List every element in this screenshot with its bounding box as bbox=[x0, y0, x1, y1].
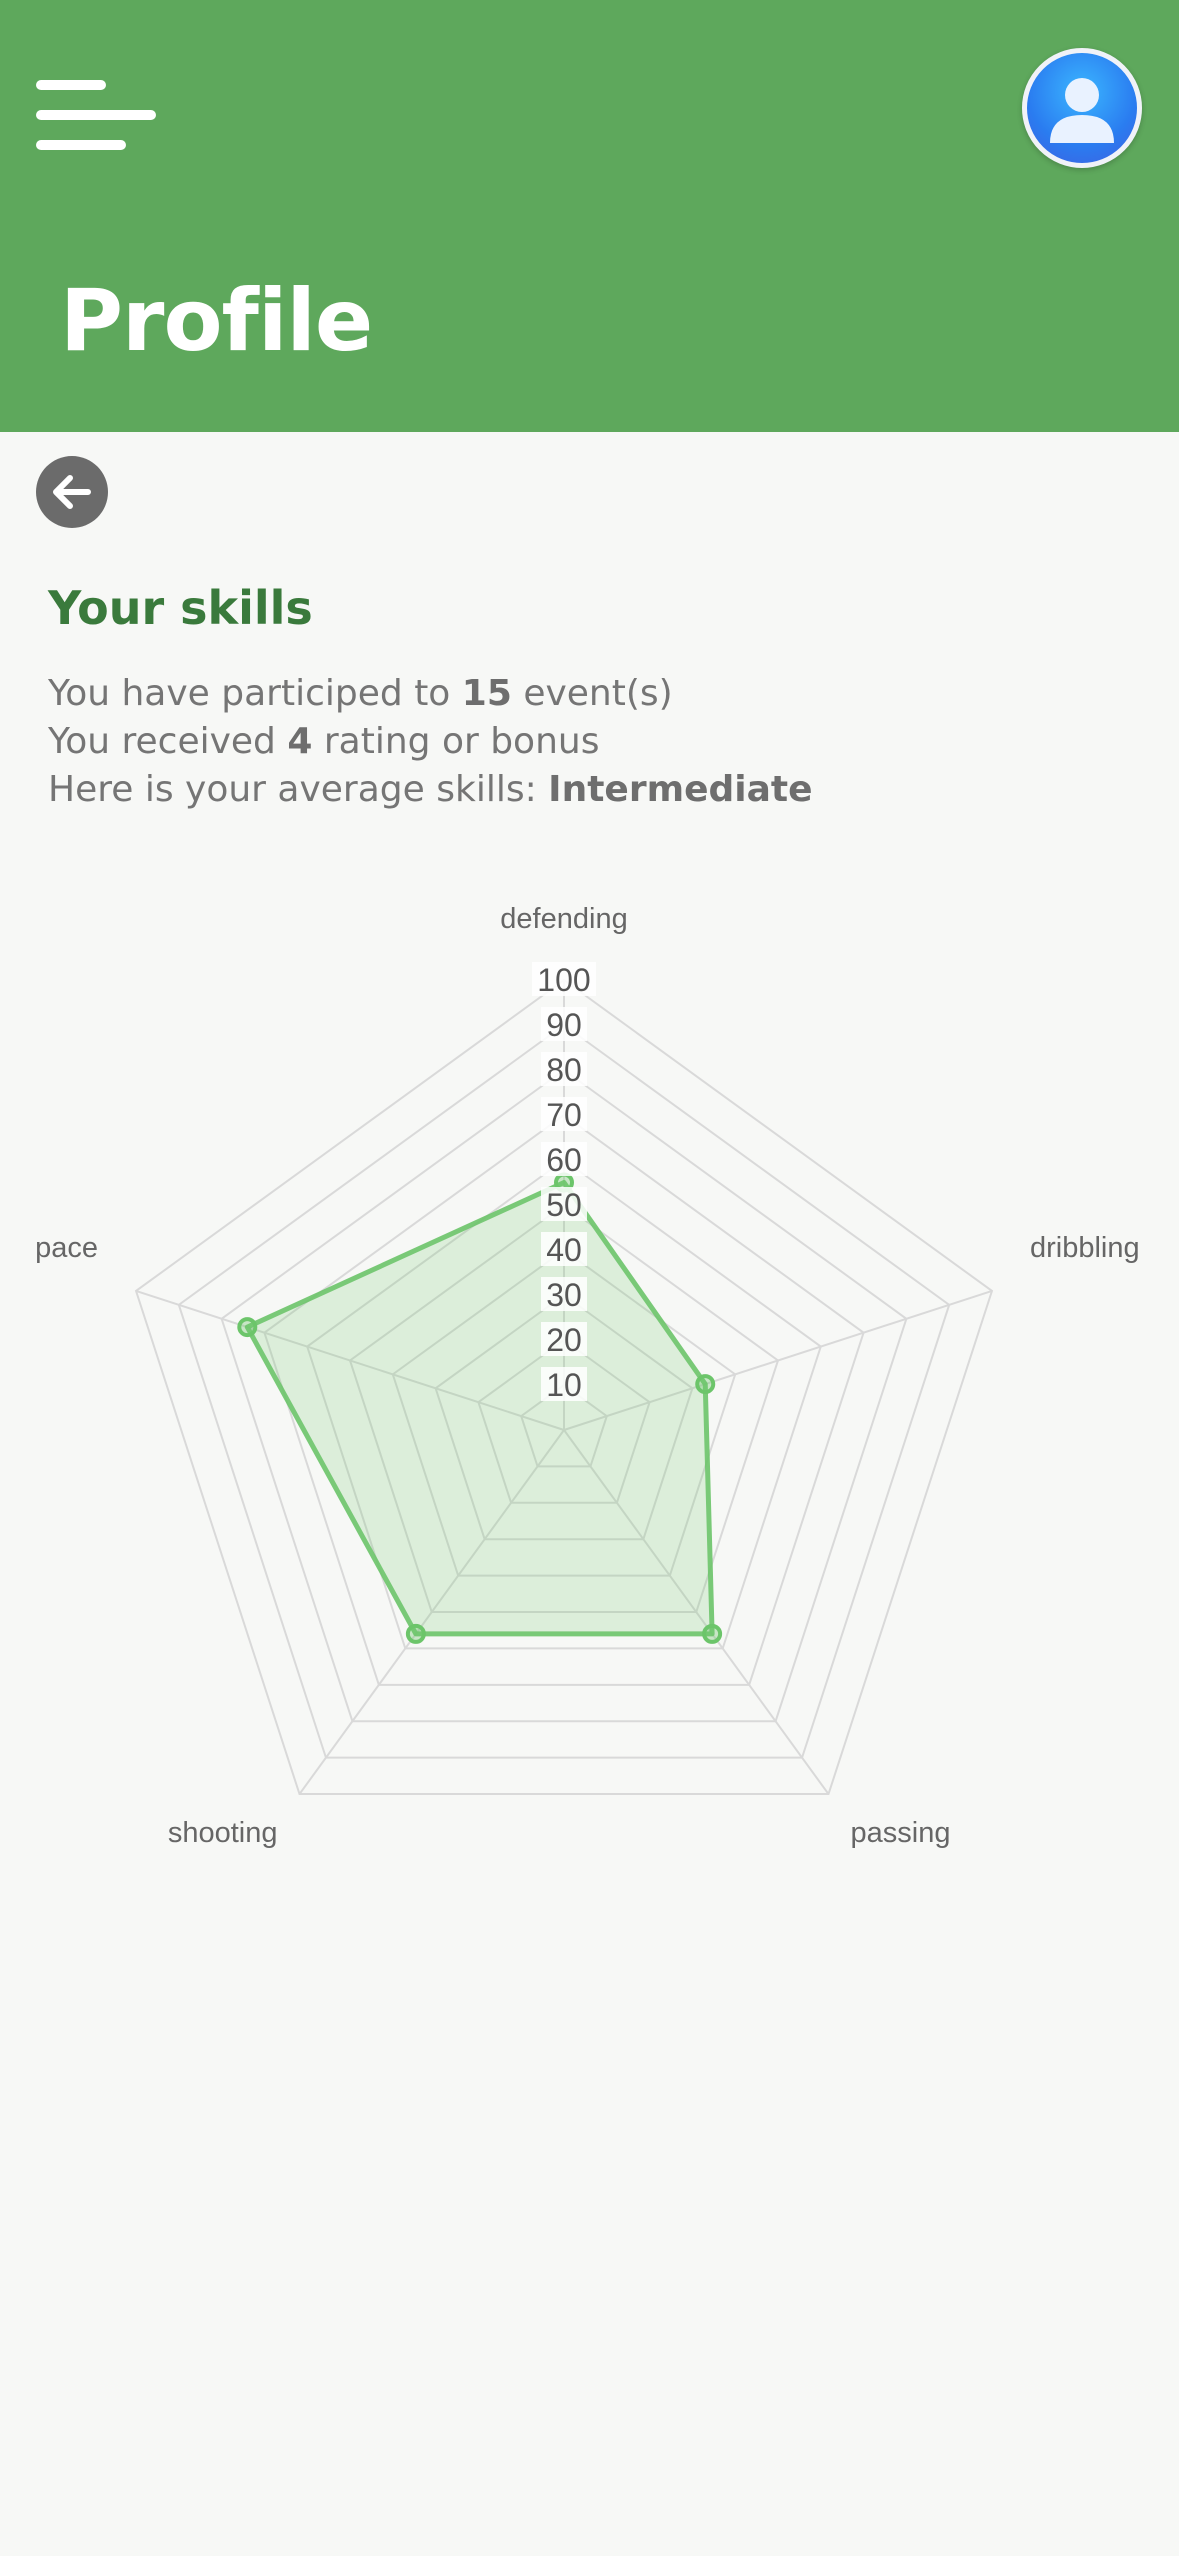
ratings-line: You received 4 rating or bonus bbox=[48, 721, 600, 762]
radar-series-area bbox=[244, 1180, 715, 1637]
radar-spoke bbox=[298, 1429, 565, 1795]
radar-tick-backdrop bbox=[541, 1142, 587, 1176]
radar-tick-backdrop bbox=[541, 1232, 587, 1266]
radar-axis-label-shooting: shooting bbox=[168, 1817, 278, 1849]
back-button[interactable] bbox=[36, 456, 108, 528]
radar-tick-backdrop bbox=[541, 1052, 587, 1086]
radar-axis-label-dribbling: dribbling bbox=[1030, 1232, 1140, 1264]
radar-tick-backdrop bbox=[541, 1097, 587, 1131]
radar-spoke bbox=[563, 1289, 993, 1431]
radar-data-point bbox=[702, 1623, 723, 1644]
events-line: You have participed to 15 event(s) bbox=[48, 673, 673, 714]
radar-data-point bbox=[695, 1374, 716, 1395]
radar-tick-label: 60 bbox=[546, 1142, 582, 1178]
radar-spoke bbox=[135, 1289, 565, 1431]
page-title: Profile bbox=[60, 271, 373, 371]
radar-tick-label: 70 bbox=[546, 1097, 582, 1133]
radar-grid-ring bbox=[134, 978, 994, 1796]
arrow-left-icon bbox=[53, 475, 91, 509]
events-count: 15 bbox=[461, 673, 512, 714]
radar-tick-label: 30 bbox=[546, 1277, 582, 1313]
radar-tick-backdrop bbox=[532, 962, 596, 996]
radar-tick-backdrop bbox=[541, 1277, 587, 1311]
radar-tick-label: 40 bbox=[546, 1232, 582, 1268]
hamburger-menu-icon[interactable] bbox=[36, 80, 156, 152]
header-bar: Profile bbox=[0, 0, 1179, 432]
radar-grid-ring bbox=[177, 1023, 951, 1759]
radar-tick-backdrop bbox=[541, 1187, 587, 1221]
radar-grid-ring bbox=[477, 1338, 651, 1504]
radar-grid-ring bbox=[348, 1203, 780, 1614]
radar-grid-ring bbox=[306, 1158, 822, 1650]
radar-axis-label-defending: defending bbox=[500, 903, 627, 935]
radar-tick-label: 80 bbox=[546, 1052, 582, 1088]
radar-grid-ring bbox=[434, 1293, 694, 1541]
radar-data-point bbox=[405, 1623, 426, 1644]
skills-radar-chart: 10 20 30 40 50 60 70 80 90 100 defending dribbling p… bbox=[35, 903, 1140, 1849]
radar-tick-backdrop bbox=[541, 1322, 587, 1356]
skills-section-title: Your skills bbox=[48, 581, 313, 635]
radar-tick-label: 20 bbox=[546, 1322, 582, 1358]
radar-grid-ring bbox=[391, 1248, 737, 1577]
skills-summary: You have participed to 15 event(s) You r… bbox=[48, 670, 813, 814]
radar-spoke bbox=[563, 1429, 830, 1795]
radar-grid-ring bbox=[220, 1068, 908, 1723]
radar-tick-backdrop bbox=[541, 1367, 587, 1401]
radar-axis-label-passing: passing bbox=[851, 1817, 951, 1849]
ratings-count: 4 bbox=[287, 721, 313, 762]
radar-tick-label: 10 bbox=[546, 1367, 582, 1403]
user-avatar-icon[interactable] bbox=[1022, 48, 1142, 168]
radar-tick-label: 50 bbox=[546, 1187, 582, 1223]
skill-level: Intermediate bbox=[548, 769, 813, 810]
radar-tick-backdrop bbox=[541, 1007, 587, 1041]
radar-tick-label: 90 bbox=[546, 1007, 582, 1043]
radar-tick-label: 100 bbox=[537, 962, 590, 998]
radar-axis-label-pace: pace bbox=[35, 1232, 98, 1264]
radar-grid-ring bbox=[520, 1383, 608, 1468]
radar-data-point bbox=[237, 1317, 258, 1338]
level-line: Here is your average skills: Intermediat… bbox=[48, 769, 813, 810]
